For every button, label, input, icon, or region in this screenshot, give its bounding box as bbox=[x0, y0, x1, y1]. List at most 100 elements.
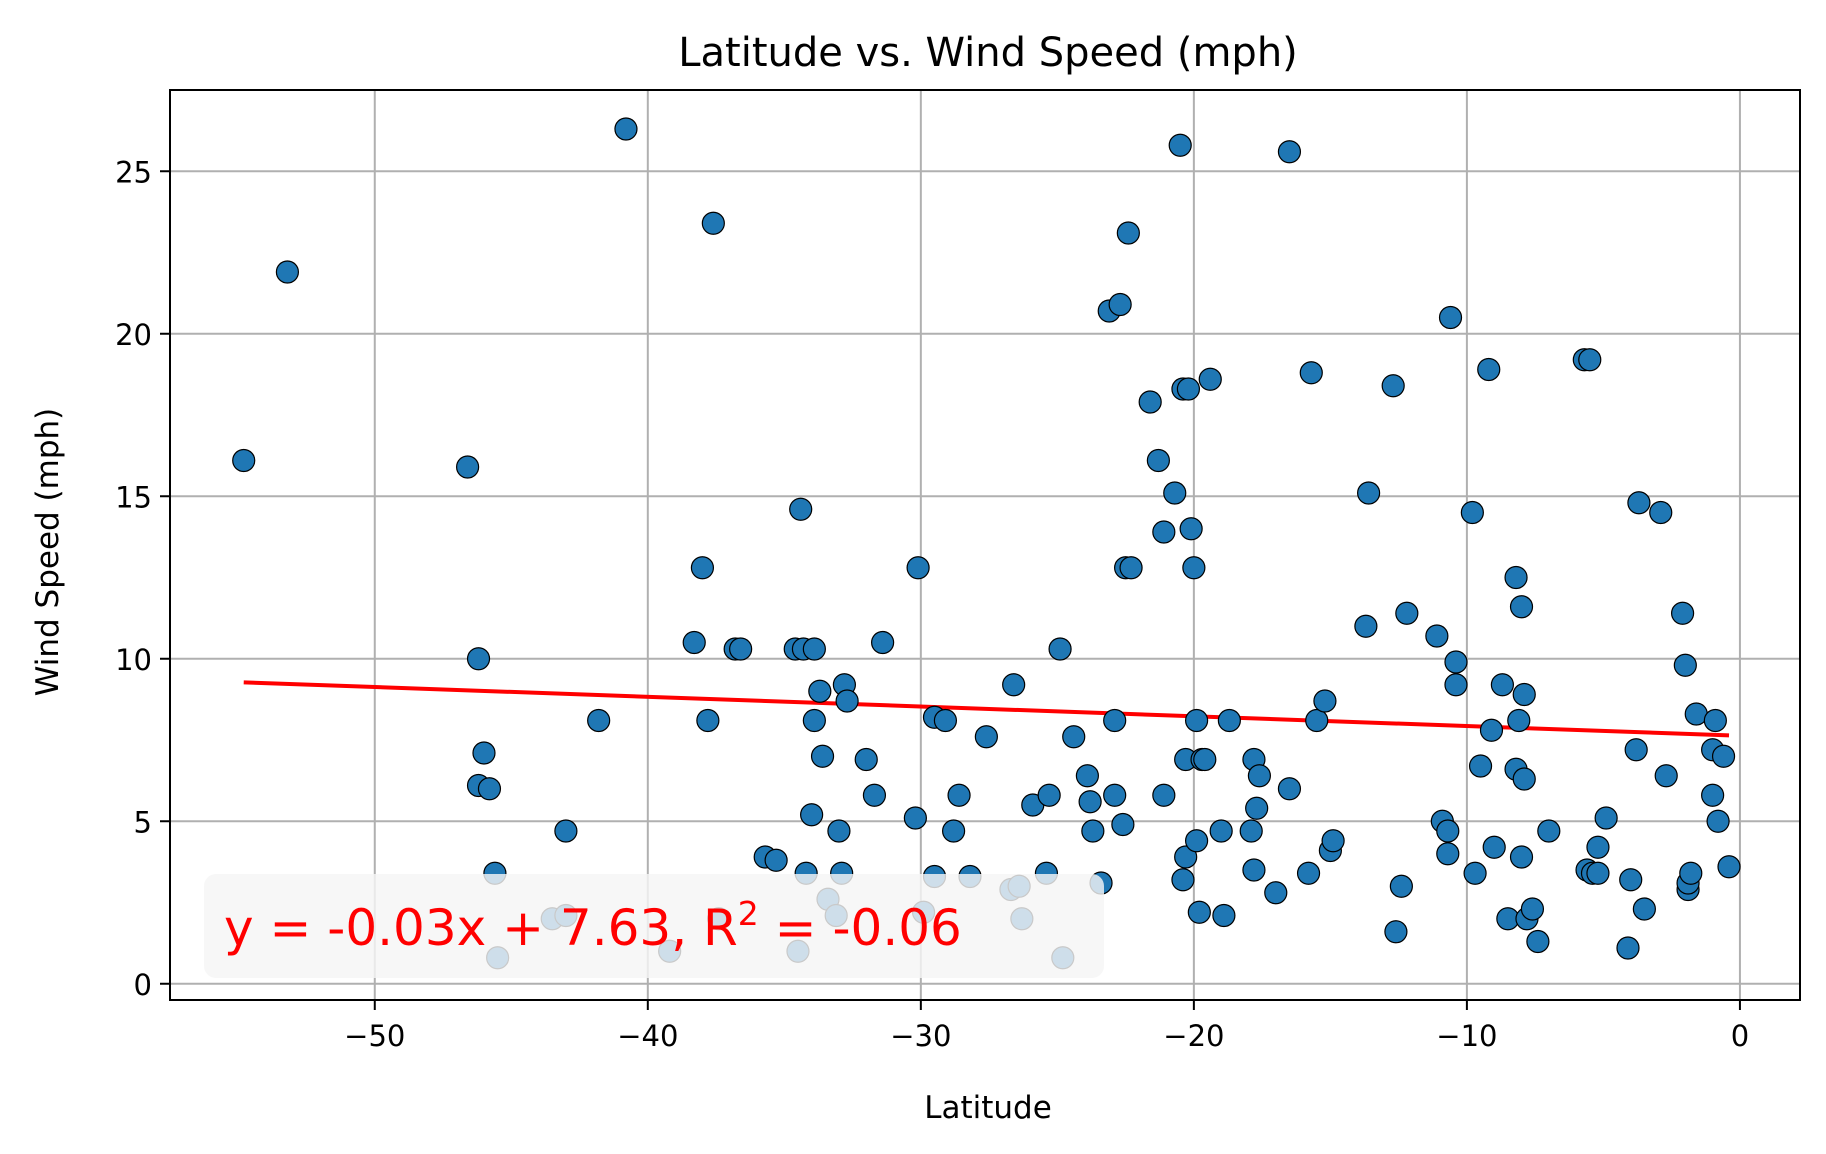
data-point bbox=[1179, 517, 1203, 541]
data-point bbox=[1078, 790, 1102, 814]
data-point bbox=[1174, 845, 1198, 869]
data-point bbox=[554, 819, 578, 843]
data-point bbox=[1444, 673, 1468, 697]
data-point bbox=[1526, 929, 1550, 954]
data-point bbox=[1679, 861, 1703, 885]
data-point bbox=[1436, 842, 1460, 866]
data-point bbox=[477, 777, 502, 801]
data-point bbox=[1654, 764, 1678, 788]
data-point bbox=[1277, 777, 1302, 801]
data-point bbox=[789, 497, 813, 521]
data-point bbox=[1163, 481, 1187, 505]
data-point bbox=[1184, 829, 1209, 853]
data-point bbox=[1247, 764, 1271, 788]
data-point bbox=[1075, 764, 1099, 788]
y-tick-label: 5 bbox=[134, 805, 152, 839]
x-tick-label: −30 bbox=[890, 1019, 951, 1053]
data-point bbox=[1706, 809, 1730, 833]
chart-title: Latitude vs. Wind Speed (mph) bbox=[678, 30, 1298, 76]
data-point bbox=[1217, 708, 1241, 733]
data-point bbox=[764, 848, 788, 872]
data-point bbox=[1632, 897, 1656, 921]
data-point bbox=[947, 783, 971, 807]
data-point bbox=[1187, 900, 1211, 924]
annotation-suffix: = -0.06 bbox=[759, 899, 962, 957]
data-point bbox=[1182, 556, 1206, 580]
data-point bbox=[696, 708, 720, 733]
data-point bbox=[1425, 624, 1449, 648]
y-tick-label: 15 bbox=[115, 480, 152, 514]
data-point bbox=[1116, 221, 1140, 245]
x-tick-label: −50 bbox=[344, 1019, 405, 1053]
data-point bbox=[800, 803, 824, 827]
data-point bbox=[1313, 689, 1337, 713]
data-point bbox=[1212, 903, 1236, 928]
y-axis-label: Wind Speed (mph) bbox=[30, 408, 66, 697]
data-point bbox=[1717, 855, 1741, 879]
data-point bbox=[1002, 673, 1026, 697]
grid bbox=[170, 90, 1800, 1000]
data-point bbox=[862, 783, 887, 807]
data-point bbox=[1299, 361, 1323, 385]
y-tick-label: 25 bbox=[115, 155, 152, 189]
data-point bbox=[1168, 133, 1192, 157]
data-point bbox=[587, 708, 611, 733]
data-point bbox=[1482, 835, 1506, 859]
axis-ticks: −50 −40 −30 −20 −10 0 0 5 10 15 20 25 bbox=[115, 155, 1749, 1053]
data-point bbox=[1673, 653, 1697, 677]
data-point bbox=[1479, 718, 1504, 742]
data-point bbox=[1504, 565, 1528, 590]
data-point bbox=[466, 647, 491, 671]
data-point bbox=[1081, 819, 1105, 843]
data-point bbox=[1616, 936, 1640, 960]
data-point bbox=[906, 556, 930, 580]
data-point bbox=[1198, 367, 1222, 391]
data-point bbox=[1701, 783, 1725, 807]
data-point bbox=[1619, 868, 1643, 892]
data-point bbox=[1490, 673, 1514, 697]
data-point bbox=[1108, 292, 1132, 317]
data-point bbox=[1512, 682, 1536, 707]
data-point bbox=[1624, 738, 1648, 762]
data-point bbox=[1586, 861, 1610, 885]
data-point bbox=[835, 689, 859, 713]
data-point bbox=[1193, 747, 1217, 772]
data-point bbox=[1305, 708, 1329, 733]
data-point bbox=[1277, 140, 1302, 164]
data-point bbox=[1048, 637, 1072, 661]
data-point bbox=[1468, 754, 1493, 778]
y-tick-label: 20 bbox=[115, 318, 152, 352]
data-point bbox=[275, 260, 300, 284]
data-point bbox=[1477, 357, 1501, 382]
data-point bbox=[1111, 812, 1135, 837]
data-point bbox=[456, 455, 480, 479]
data-point bbox=[1509, 595, 1534, 619]
data-point bbox=[1649, 500, 1673, 525]
data-point bbox=[1438, 305, 1463, 330]
data-point bbox=[854, 747, 878, 772]
regression-annotation: y = -0.03x + 7.63, R2 = -0.06 bbox=[224, 894, 962, 957]
x-tick-label: −10 bbox=[1436, 1019, 1497, 1053]
data-point bbox=[810, 744, 835, 768]
data-point bbox=[1509, 845, 1534, 869]
data-point bbox=[1537, 819, 1561, 843]
data-point bbox=[1239, 819, 1263, 843]
data-point bbox=[1264, 881, 1288, 905]
data-point bbox=[729, 637, 753, 661]
data-point bbox=[1103, 783, 1127, 807]
data-point bbox=[701, 211, 725, 235]
data-point bbox=[1512, 767, 1536, 791]
x-tick-label: −20 bbox=[1163, 1019, 1224, 1053]
data-point bbox=[1507, 708, 1531, 733]
annotation-prefix: y = -0.03x + 7.63, R bbox=[224, 899, 738, 957]
data-point bbox=[1152, 520, 1176, 544]
annotation-box bbox=[204, 874, 1104, 978]
data-point bbox=[1103, 708, 1127, 733]
data-point bbox=[1444, 650, 1468, 674]
data-point bbox=[1354, 614, 1378, 638]
data-point bbox=[1296, 861, 1321, 885]
data-point bbox=[614, 117, 638, 141]
data-point bbox=[1703, 708, 1727, 733]
